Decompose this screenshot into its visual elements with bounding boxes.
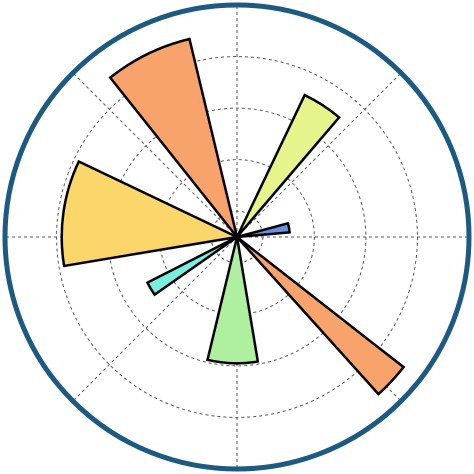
bar (236, 221, 291, 239)
bar (145, 235, 238, 297)
grid-spoke (236, 72, 402, 238)
grid-spoke (72, 72, 238, 238)
bar (235, 93, 341, 238)
bar (206, 236, 260, 365)
bar (108, 37, 239, 238)
bar (60, 159, 242, 268)
grid-spoke (72, 236, 238, 402)
bar (236, 236, 406, 396)
